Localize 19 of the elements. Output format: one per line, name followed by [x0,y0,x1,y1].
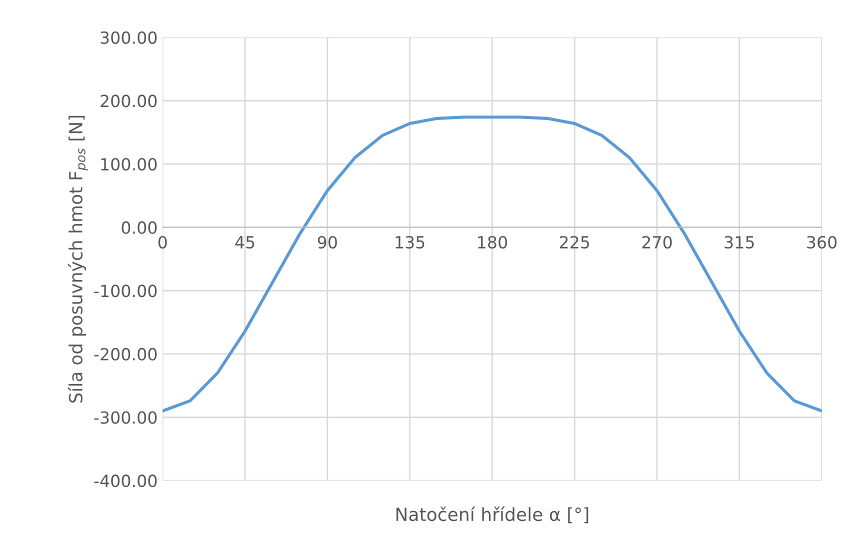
x-tick-label: 315 [724,236,754,249]
y-tick-label: 300.00 [100,31,157,44]
x-tick-label: 225 [560,236,590,249]
x-tick-label: 90 [318,236,337,249]
y-tick-label: 200.00 [100,94,157,108]
x-tick-label: 135 [396,236,424,249]
x-tick-label: 360 [807,236,837,249]
x-tick-label: 45 [235,236,254,249]
y-tick-label: 100.00 [101,158,157,171]
y-tick-label: -400.00 [94,474,157,488]
y-tick-label: 0.00 [122,221,157,234]
y-axis-title: Síla od posuvných hmot F$_{pos}$ [N] [68,116,88,403]
x-axis-title: Natočení hřídele α [°] [396,506,588,524]
x-tick-label: 0 [158,236,167,249]
y-tick-label: -100.00 [94,284,157,298]
y-tick-label: -200.00 [94,348,157,361]
x-tick-label: 180 [478,236,507,249]
x-tick-label: 270 [642,236,672,249]
y-tick-label: -300.00 [94,411,157,424]
